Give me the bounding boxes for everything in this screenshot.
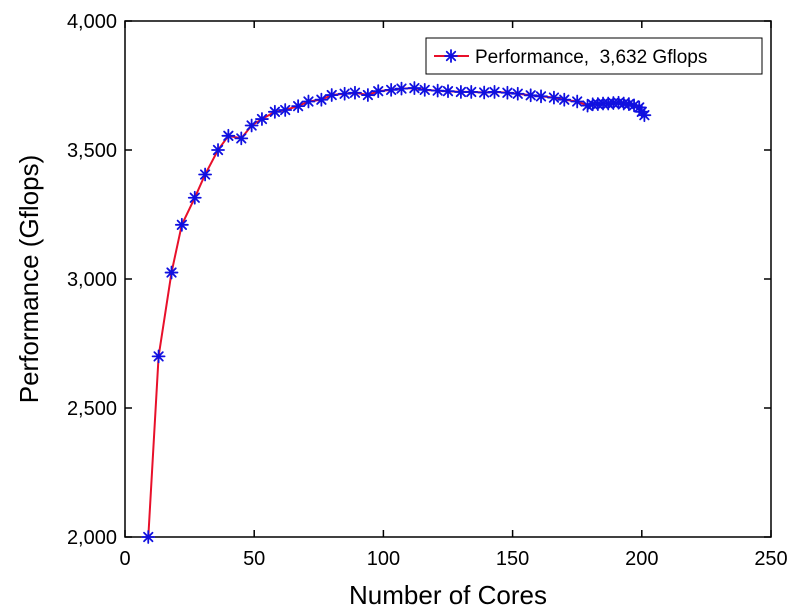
data-point — [407, 81, 422, 95]
data-point — [221, 128, 236, 143]
data-point — [441, 84, 455, 99]
data-point — [360, 88, 375, 102]
data-point — [534, 89, 548, 104]
data-point — [141, 530, 156, 544]
x-tick-label: 100 — [367, 548, 400, 570]
data-point — [417, 82, 432, 97]
data-point — [187, 190, 202, 205]
x-axis: 0 50 100 150 200 250 — [119, 21, 788, 570]
y-tick-label: 4,000 — [67, 11, 117, 33]
data-point — [557, 92, 572, 107]
data-point — [278, 103, 293, 117]
data-point — [547, 90, 561, 105]
data-point — [487, 85, 502, 99]
data-point — [570, 94, 585, 109]
data-point — [637, 108, 652, 123]
x-tick-label: 150 — [496, 548, 529, 570]
data-point — [371, 84, 386, 99]
y-axis: 2,000 2,500 3,000 3,500 4,000 — [67, 11, 771, 549]
x-tick-label: 50 — [243, 548, 265, 570]
legend: Performance, 3,632 Gflops — [425, 37, 763, 75]
y-axis-label: Performance (Gflops) — [14, 155, 44, 404]
data-point — [394, 81, 409, 96]
data-point — [301, 94, 316, 109]
data-point — [384, 82, 399, 97]
data-point — [234, 131, 249, 146]
data-point — [164, 265, 179, 280]
x-tick-label: 250 — [754, 548, 787, 570]
data-point — [464, 85, 479, 99]
data-point — [477, 85, 492, 100]
data-point — [324, 88, 339, 102]
data-point — [510, 86, 525, 101]
y-tick-label: 3,000 — [67, 269, 117, 291]
x-axis-label: Number of Cores — [349, 580, 547, 609]
data-point — [291, 99, 306, 114]
data-point — [198, 167, 213, 182]
data-point — [151, 349, 166, 364]
legend-box — [425, 37, 763, 75]
legend-marker-star — [444, 49, 458, 63]
x-tick-label: 200 — [625, 548, 658, 570]
y-tick-label: 3,500 — [67, 140, 117, 162]
data-point — [244, 118, 259, 133]
data-point — [211, 143, 225, 157]
axes-box — [124, 20, 772, 538]
y-tick-label: 2,000 — [67, 527, 117, 549]
legend-marker — [444, 49, 458, 63]
y-tick-label: 2,500 — [67, 398, 117, 420]
data-point — [267, 104, 282, 119]
legend-entry-performance: Performance, 3,632 Gflops — [475, 47, 707, 68]
data-point — [523, 88, 538, 103]
series-layer — [141, 81, 652, 544]
plot-area — [124, 20, 772, 538]
x-tick-label: 0 — [119, 548, 130, 570]
data-point — [337, 86, 352, 101]
data-point — [348, 85, 362, 100]
data-point — [174, 217, 189, 232]
data-point — [255, 112, 269, 126]
data-point — [500, 85, 515, 100]
data-point — [314, 92, 329, 107]
